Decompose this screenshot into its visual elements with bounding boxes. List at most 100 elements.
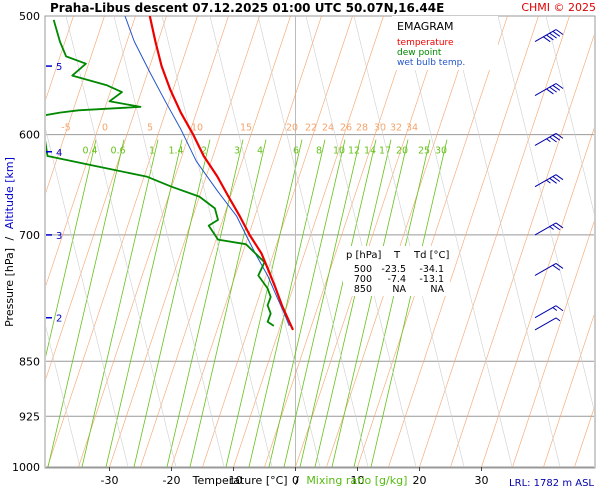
mixing-ratio-line [81, 139, 159, 467]
isotherm-label: 10 [191, 123, 203, 134]
isotherm-label: 28 [356, 123, 368, 134]
temperature-tick-label: 0 [292, 474, 299, 487]
wind-barb [534, 263, 564, 276]
isotherm-label: 24 [322, 123, 334, 134]
table-cell-t: -23.5 [381, 264, 406, 275]
mixing-ratio-line [370, 139, 448, 467]
mixing-ratio-label: 20 [396, 146, 408, 157]
table-cell-td: NA [430, 284, 444, 295]
copyright-text: CHMI © 2025 [521, 1, 596, 14]
wind-barb-flag [552, 224, 561, 231]
table-cell-p: 700 [354, 274, 372, 285]
wind-barb-flag [549, 32, 557, 39]
legend-dew-point: dew point [397, 48, 442, 58]
mixing-ratio-line [225, 139, 303, 467]
wind-barb-staff [534, 29, 557, 42]
wind-barb-flag [555, 222, 564, 229]
dry-adiabat-line [353, 16, 465, 467]
dry-adiabat-line [305, 16, 417, 467]
mixing-ratio-label: 17 [379, 146, 391, 157]
altitude-tick-label: 4 [56, 148, 62, 159]
isotherm-line [140, 16, 291, 467]
isotherm-label: -5 [61, 123, 70, 134]
isotherm-line [481, 127, 594, 467]
mixing-ratio-line [248, 139, 326, 467]
isotherm-label: 20 [286, 123, 298, 134]
wind-barb [534, 83, 564, 96]
dry-adiabat-line [497, 16, 594, 411]
mixing-ratio-label: 6 [293, 146, 299, 157]
isotherm-label: 5 [147, 123, 153, 134]
pressure-tick-label: 1000 [12, 461, 40, 474]
dew-point-profile [46, 19, 275, 327]
mixing-ratio-line [283, 139, 361, 467]
wind-barb-staff [534, 132, 557, 146]
isotherm-label: 15 [240, 123, 252, 134]
isotherm-line [46, 16, 167, 380]
mixing-ratio-line [133, 139, 211, 467]
mixing-ratio-line [314, 139, 392, 467]
isotherm-label: 26 [340, 123, 352, 134]
mixing-ratio-label: 30 [435, 146, 447, 157]
wind-barb-staff [534, 317, 557, 331]
plot-frame [44, 15, 596, 469]
isotherm-line [109, 16, 260, 467]
pressure-tick-label: 925 [19, 410, 40, 423]
mixing-ratio-label: 4 [257, 146, 263, 157]
table-cell-t: NA [392, 284, 406, 295]
pressure-tick-label: 600 [19, 129, 40, 142]
isotherm-label: 34 [406, 123, 418, 134]
isotherm-line [233, 16, 384, 467]
wind-barb [534, 222, 564, 236]
dry-adiabat-line [65, 16, 177, 467]
mixing-ratio-label: 0.4 [82, 146, 97, 157]
wind-barbs [534, 29, 564, 331]
wind-barb-flag [546, 34, 554, 41]
dry-adiabat-line [46, 326, 81, 467]
x-axis-separator: / [295, 474, 299, 487]
x-axis-temperature-label: Temperature [°C] [192, 474, 288, 487]
wind-barb-flag [555, 83, 564, 89]
wind-barb-staff [534, 305, 557, 319]
dry-adiabat-line [449, 16, 561, 467]
isotherm-line [171, 16, 322, 467]
wet-bulb-profile [124, 16, 290, 327]
wind-barb-staff [534, 174, 557, 188]
isotherm-line [46, 16, 105, 193]
wind-barb-flag [555, 174, 564, 181]
wind-barb-flag [542, 36, 551, 43]
wind-barb-half-flag [552, 307, 558, 311]
wind-barb-flag [549, 86, 557, 93]
isotherm-layer: -5 0 5 10 15 20 22 24 26 28 30 32 34 [0, 16, 594, 467]
isotherm-line [543, 314, 594, 467]
mixing-ratio-label: 8 [316, 146, 322, 157]
isotherm-line [0, 16, 12, 467]
isotherm-line [388, 16, 539, 467]
altitude-tick-label: 3 [56, 231, 62, 242]
mixing-ratio-line [268, 139, 346, 467]
mixing-ratio-line [331, 139, 409, 467]
wind-barb [534, 29, 564, 43]
wind-barb-flag [555, 305, 564, 312]
wind-barb-half-flag [555, 317, 561, 322]
isotherm-line [46, 16, 136, 287]
pressure-tick-label: 700 [19, 229, 40, 242]
mixing-ratio-line [47, 139, 125, 467]
sounding-table: p [hPa] T Td [°C] 500 -23.5 -34.1 700 -7… [343, 246, 450, 296]
wind-barb-flag [549, 136, 557, 143]
y-axis-altitude-label: Altitude [km] [3, 157, 16, 229]
profile-layer [46, 16, 295, 331]
adiabat-layer [46, 16, 594, 467]
mixing-ratio-label: 3 [234, 146, 240, 157]
legend-background [392, 16, 498, 70]
isotherm-label: 32 [390, 123, 402, 134]
launch-site-elevation: LRL: 1782 m ASL [509, 478, 594, 489]
x-axis-title: Temperature [°C] / Mixing ratio [g/kg] [192, 474, 408, 487]
mixing-ratio-line [105, 139, 183, 467]
mixing-ratio-label: 12 [348, 146, 360, 157]
isotherm-label: 0 [102, 123, 108, 134]
wind-barb-flag [552, 84, 561, 91]
dry-adiabat-line [46, 129, 129, 467]
wind-barb-flag [552, 134, 561, 141]
